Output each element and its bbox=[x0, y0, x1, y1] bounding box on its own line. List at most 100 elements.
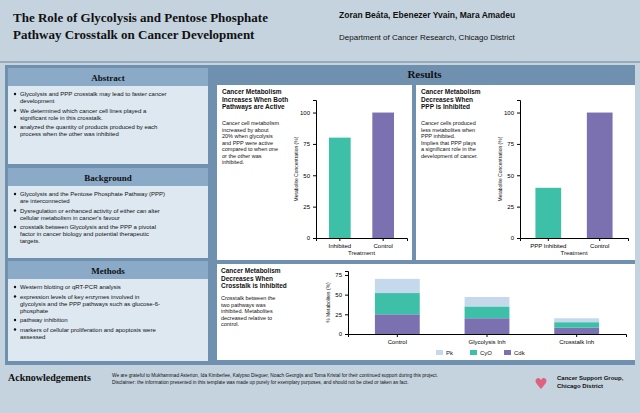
tick: 0 bbox=[511, 235, 520, 241]
tick-label: Control bbox=[373, 243, 392, 249]
text-line: PPP is Inhibited bbox=[421, 103, 470, 110]
text-line: significant role in this crosstalk. bbox=[20, 115, 103, 121]
text-line: Cancer Metabolism bbox=[222, 88, 282, 95]
tick: 0 bbox=[339, 331, 348, 337]
tick-label: Control bbox=[388, 339, 407, 345]
tick-mark bbox=[339, 238, 340, 241]
tick: 0 bbox=[307, 235, 316, 241]
text-line: inhibited. Metabolites bbox=[221, 308, 273, 314]
bullet-text: Dysregulation or enhanced activity of ei… bbox=[20, 208, 160, 221]
tick: Control bbox=[373, 238, 392, 249]
separator bbox=[0, 61, 640, 63]
text-line: Department of Cancer Research, Chicago D… bbox=[339, 33, 515, 42]
text-line: control. bbox=[221, 321, 240, 327]
bar-segment bbox=[375, 293, 420, 314]
bullet bbox=[14, 109, 16, 111]
chart-title: Cancer MetabolismDecreases WhenCrosstalk… bbox=[221, 267, 287, 289]
tick-label: Glycolysis Inh bbox=[468, 339, 505, 345]
bullet bbox=[14, 193, 16, 195]
tick-label: 25 bbox=[335, 312, 342, 318]
bar-segment bbox=[375, 279, 420, 293]
section-header bbox=[8, 168, 208, 186]
tick-mark bbox=[397, 334, 398, 337]
plot-marks bbox=[535, 113, 612, 238]
bullet bbox=[14, 126, 16, 128]
text-line: Cancer cell metabolism bbox=[222, 120, 280, 126]
tick: 25 bbox=[507, 204, 520, 210]
tick: 50 bbox=[335, 292, 348, 298]
tick-mark bbox=[517, 144, 520, 145]
tick-mark bbox=[517, 238, 520, 239]
text-line: Glycolysis and the Pentose Phosphate Pat… bbox=[20, 191, 165, 197]
bullet bbox=[14, 319, 16, 321]
tick-mark bbox=[383, 238, 384, 241]
axis-line bbox=[521, 239, 629, 242]
tick-mark bbox=[576, 334, 577, 337]
tick: 50 bbox=[303, 173, 316, 179]
tick-mark bbox=[517, 175, 520, 176]
tick-label: 75 bbox=[507, 141, 514, 147]
tick-mark bbox=[345, 334, 348, 335]
axis-line bbox=[517, 101, 521, 239]
chart-title: Cancer MetabolismIncreases When BothPath… bbox=[222, 88, 288, 111]
bullet-text: expression levels of key enzymes involve… bbox=[20, 294, 160, 314]
text-line: Cancer Metabolism bbox=[221, 267, 281, 274]
tick: Crosstalk Inh bbox=[559, 334, 594, 345]
tick-mark bbox=[313, 144, 316, 145]
text-line: two pathways was bbox=[221, 302, 266, 308]
chart-panel bbox=[217, 264, 635, 360]
chart-panel bbox=[416, 85, 635, 260]
section-panel bbox=[8, 261, 208, 361]
results-title: Results bbox=[407, 68, 442, 80]
legend-swatch bbox=[436, 350, 443, 355]
text-line: Disclaimer: the information presented in… bbox=[112, 380, 409, 385]
section-title: Abstract bbox=[91, 73, 125, 83]
bar-segment bbox=[554, 328, 599, 334]
text-line: Results bbox=[407, 68, 442, 80]
text-line: Cancer Support Group, bbox=[557, 375, 624, 381]
tick-mark bbox=[599, 238, 600, 241]
text-line: markers of cellular proliferation and ap… bbox=[20, 327, 156, 333]
ack-text: We are grateful to Mukhammad Asterion, I… bbox=[112, 373, 438, 385]
text-line: Pathways are Active bbox=[222, 103, 285, 111]
text-line: ♥ bbox=[534, 375, 547, 393]
text-line: compared to when one bbox=[222, 146, 278, 152]
text-line: increased by about bbox=[222, 127, 269, 133]
text-line: Decreases When bbox=[221, 275, 273, 282]
x-axis-title: Treatment bbox=[560, 250, 587, 256]
x-axis: Control Glycolysis Inh Crosstalk Inh bbox=[349, 334, 627, 345]
text-line: The Role of Glycolysis and Pentose Phosp… bbox=[13, 10, 268, 25]
section-title: Methods bbox=[91, 266, 125, 276]
bullet-text: analyzed the quantity of products produc… bbox=[20, 124, 157, 137]
text-line: Acknowledgements bbox=[8, 372, 91, 383]
annotation: Cancer cell metabolismincreased by about… bbox=[222, 120, 280, 165]
text-line: Chicago District bbox=[557, 383, 603, 389]
text-line: We are grateful to Mukhammad Asterion, I… bbox=[112, 373, 438, 378]
tick: Control bbox=[590, 238, 609, 249]
tick-label: 50 bbox=[507, 173, 514, 179]
bar-segment bbox=[375, 314, 420, 334]
main-panel bbox=[5, 65, 635, 365]
section: Methods Western blotting or qRT-PCR analy… bbox=[8, 261, 208, 361]
text-line: decreased relative to bbox=[221, 315, 272, 321]
text-line: Pathway Crosstalk on Cancer Development bbox=[13, 27, 255, 42]
bullet-text: Western blotting or qRT-PCR analysis bbox=[20, 284, 121, 290]
plot-marks bbox=[329, 113, 394, 238]
legend: PkCyOCdk bbox=[436, 350, 526, 356]
bar-segment bbox=[554, 318, 599, 322]
tick: 25 bbox=[303, 204, 316, 210]
authors: Zoran Beáta, Ebenezer Yvain, Mara Amadeu bbox=[339, 10, 515, 20]
tick: 100 bbox=[504, 110, 520, 116]
tick-mark bbox=[548, 238, 549, 241]
tick: 75 bbox=[303, 141, 316, 147]
text-line: Methods bbox=[91, 266, 125, 276]
support-org: Cancer Support Group, Chicago District bbox=[557, 375, 624, 389]
tick: Glycolysis Inh bbox=[468, 334, 505, 345]
text-line: development bbox=[20, 98, 55, 104]
tick-mark bbox=[313, 207, 316, 208]
tick: 50 bbox=[507, 173, 520, 179]
bullet-text: crosstalk between Glycolysis and the PPP… bbox=[20, 224, 156, 244]
y-axis-title: Metabolite Concentration (%) bbox=[293, 136, 299, 201]
chart: Cancer MetabolismDecreases When Crosstalk… bbox=[217, 264, 635, 360]
bullet-text: We determined which cancer cell lines pl… bbox=[20, 108, 147, 121]
